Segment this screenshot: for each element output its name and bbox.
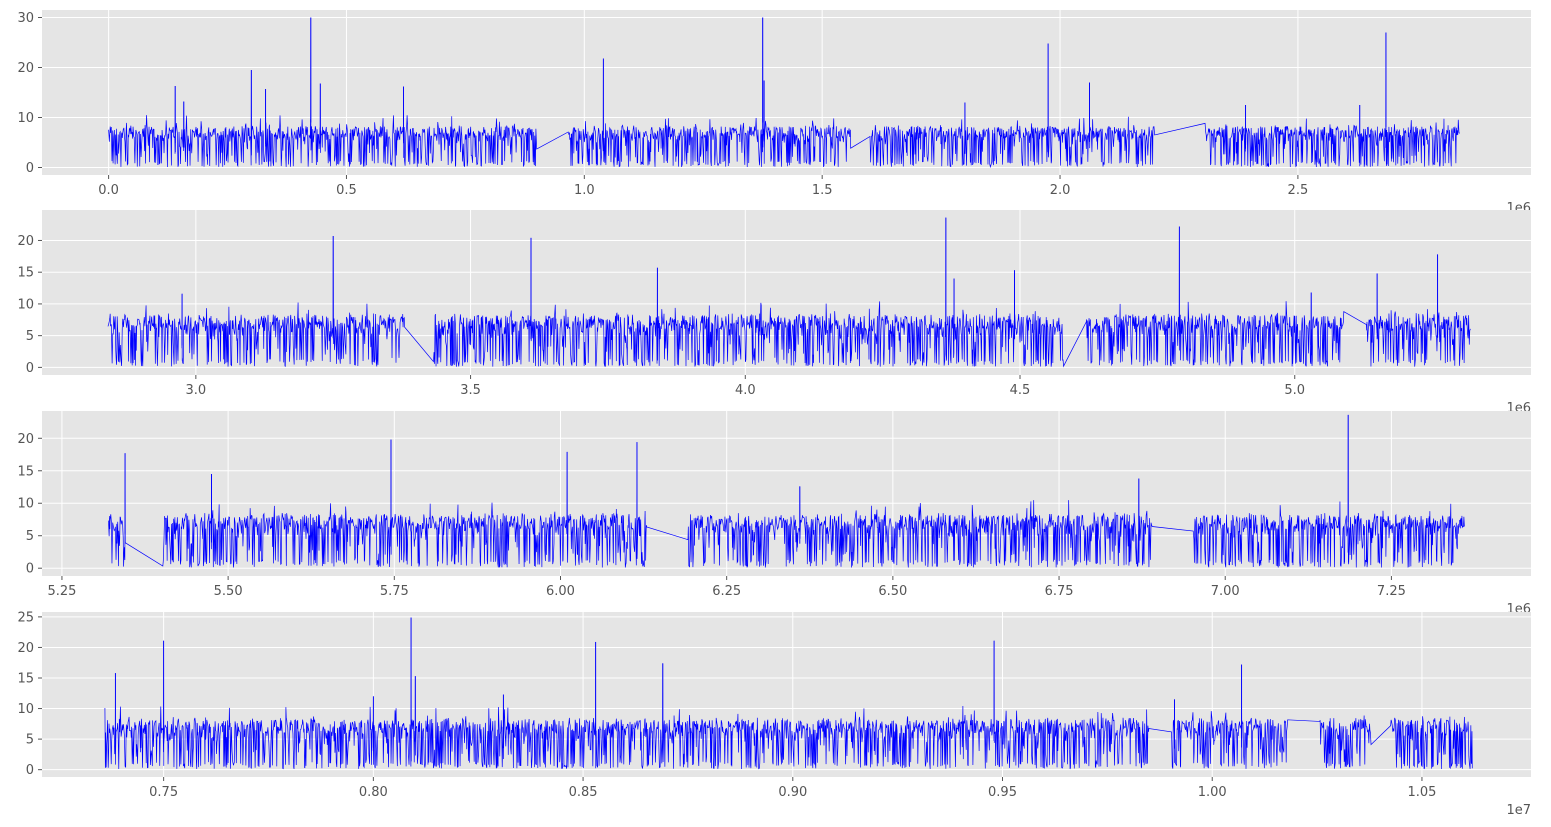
y-tick-label: 20 — [17, 432, 34, 447]
y-tick-label: 0 — [26, 361, 34, 376]
x-tick-label: 5.75 — [380, 584, 409, 599]
x-tick-label: 3.5 — [460, 383, 481, 398]
series-line — [108, 414, 1465, 568]
y-tick-label: 30 — [17, 11, 34, 26]
x-tick-label: 1.0 — [574, 183, 595, 198]
x-tick-label: 5.25 — [47, 584, 76, 599]
y-tick-label: 15 — [17, 672, 34, 687]
x-tick-label: 6.50 — [878, 584, 907, 599]
y-tick-label: 0 — [26, 562, 34, 577]
y-tick-label: 10 — [17, 297, 34, 312]
x-tick-label: 5.50 — [214, 584, 243, 599]
x-tick-label: 6.00 — [546, 584, 575, 599]
y-tick-label: 0 — [26, 763, 34, 778]
x-tick-label: 6.25 — [712, 584, 741, 599]
series-line — [104, 617, 1473, 770]
x-tick-label: 0.90 — [778, 785, 807, 800]
x-tick-label: 1.05 — [1407, 785, 1436, 800]
x-tick-label: 0.85 — [569, 785, 598, 800]
y-tick-label: 15 — [17, 464, 34, 479]
y-tick-label: 5 — [26, 329, 34, 344]
x-tick-label: 0.75 — [149, 785, 178, 800]
x-tick-label: 4.0 — [735, 383, 756, 398]
y-tick-label: 20 — [17, 641, 34, 656]
y-tick-label: 10 — [17, 111, 34, 126]
x-tick-label: 7.00 — [1211, 584, 1240, 599]
x-offset-label: 1e7 — [1506, 803, 1531, 818]
y-tick-label: 0 — [26, 161, 34, 176]
x-tick-label: 0.95 — [988, 785, 1017, 800]
y-tick-label: 5 — [26, 733, 34, 748]
y-tick-label: 5 — [26, 529, 34, 544]
x-tick-label: 1.00 — [1198, 785, 1227, 800]
x-tick-label: 0.80 — [359, 785, 388, 800]
plot-area — [42, 612, 1531, 777]
x-tick-label: 1.5 — [812, 183, 833, 198]
x-tick-label: 7.25 — [1377, 584, 1406, 599]
series-line — [108, 17, 1460, 169]
y-tick-label: 25 — [17, 610, 34, 625]
x-tick-label: 0.5 — [336, 183, 357, 198]
x-tick-label: 5.0 — [1284, 383, 1305, 398]
x-tick-label: 3.0 — [186, 383, 207, 398]
x-tick-label: 2.5 — [1288, 183, 1309, 198]
subplot-3: 5.25 5.50 5.75 6.00 6.25 6.50 6.75 7.00 7.25 0 5 10… — [17, 411, 1531, 617]
y-tick-label: 20 — [17, 234, 34, 249]
x-tick-label: 4.5 — [1010, 383, 1031, 398]
y-tick-label: 20 — [17, 61, 34, 76]
x-tick-label: 2.0 — [1050, 183, 1071, 198]
y-tick-label: 10 — [17, 497, 34, 512]
y-tick-label: 10 — [17, 702, 34, 717]
x-tick-label: 0.0 — [98, 183, 119, 198]
x-tick-label: 6.75 — [1045, 584, 1074, 599]
y-tick-label: 15 — [17, 266, 34, 281]
series-line — [107, 217, 1471, 368]
subplot-4: 0.75 0.80 0.85 0.90 0.95 1.00 1.05 0 5 10 15 20 25 1e… — [17, 610, 1531, 818]
